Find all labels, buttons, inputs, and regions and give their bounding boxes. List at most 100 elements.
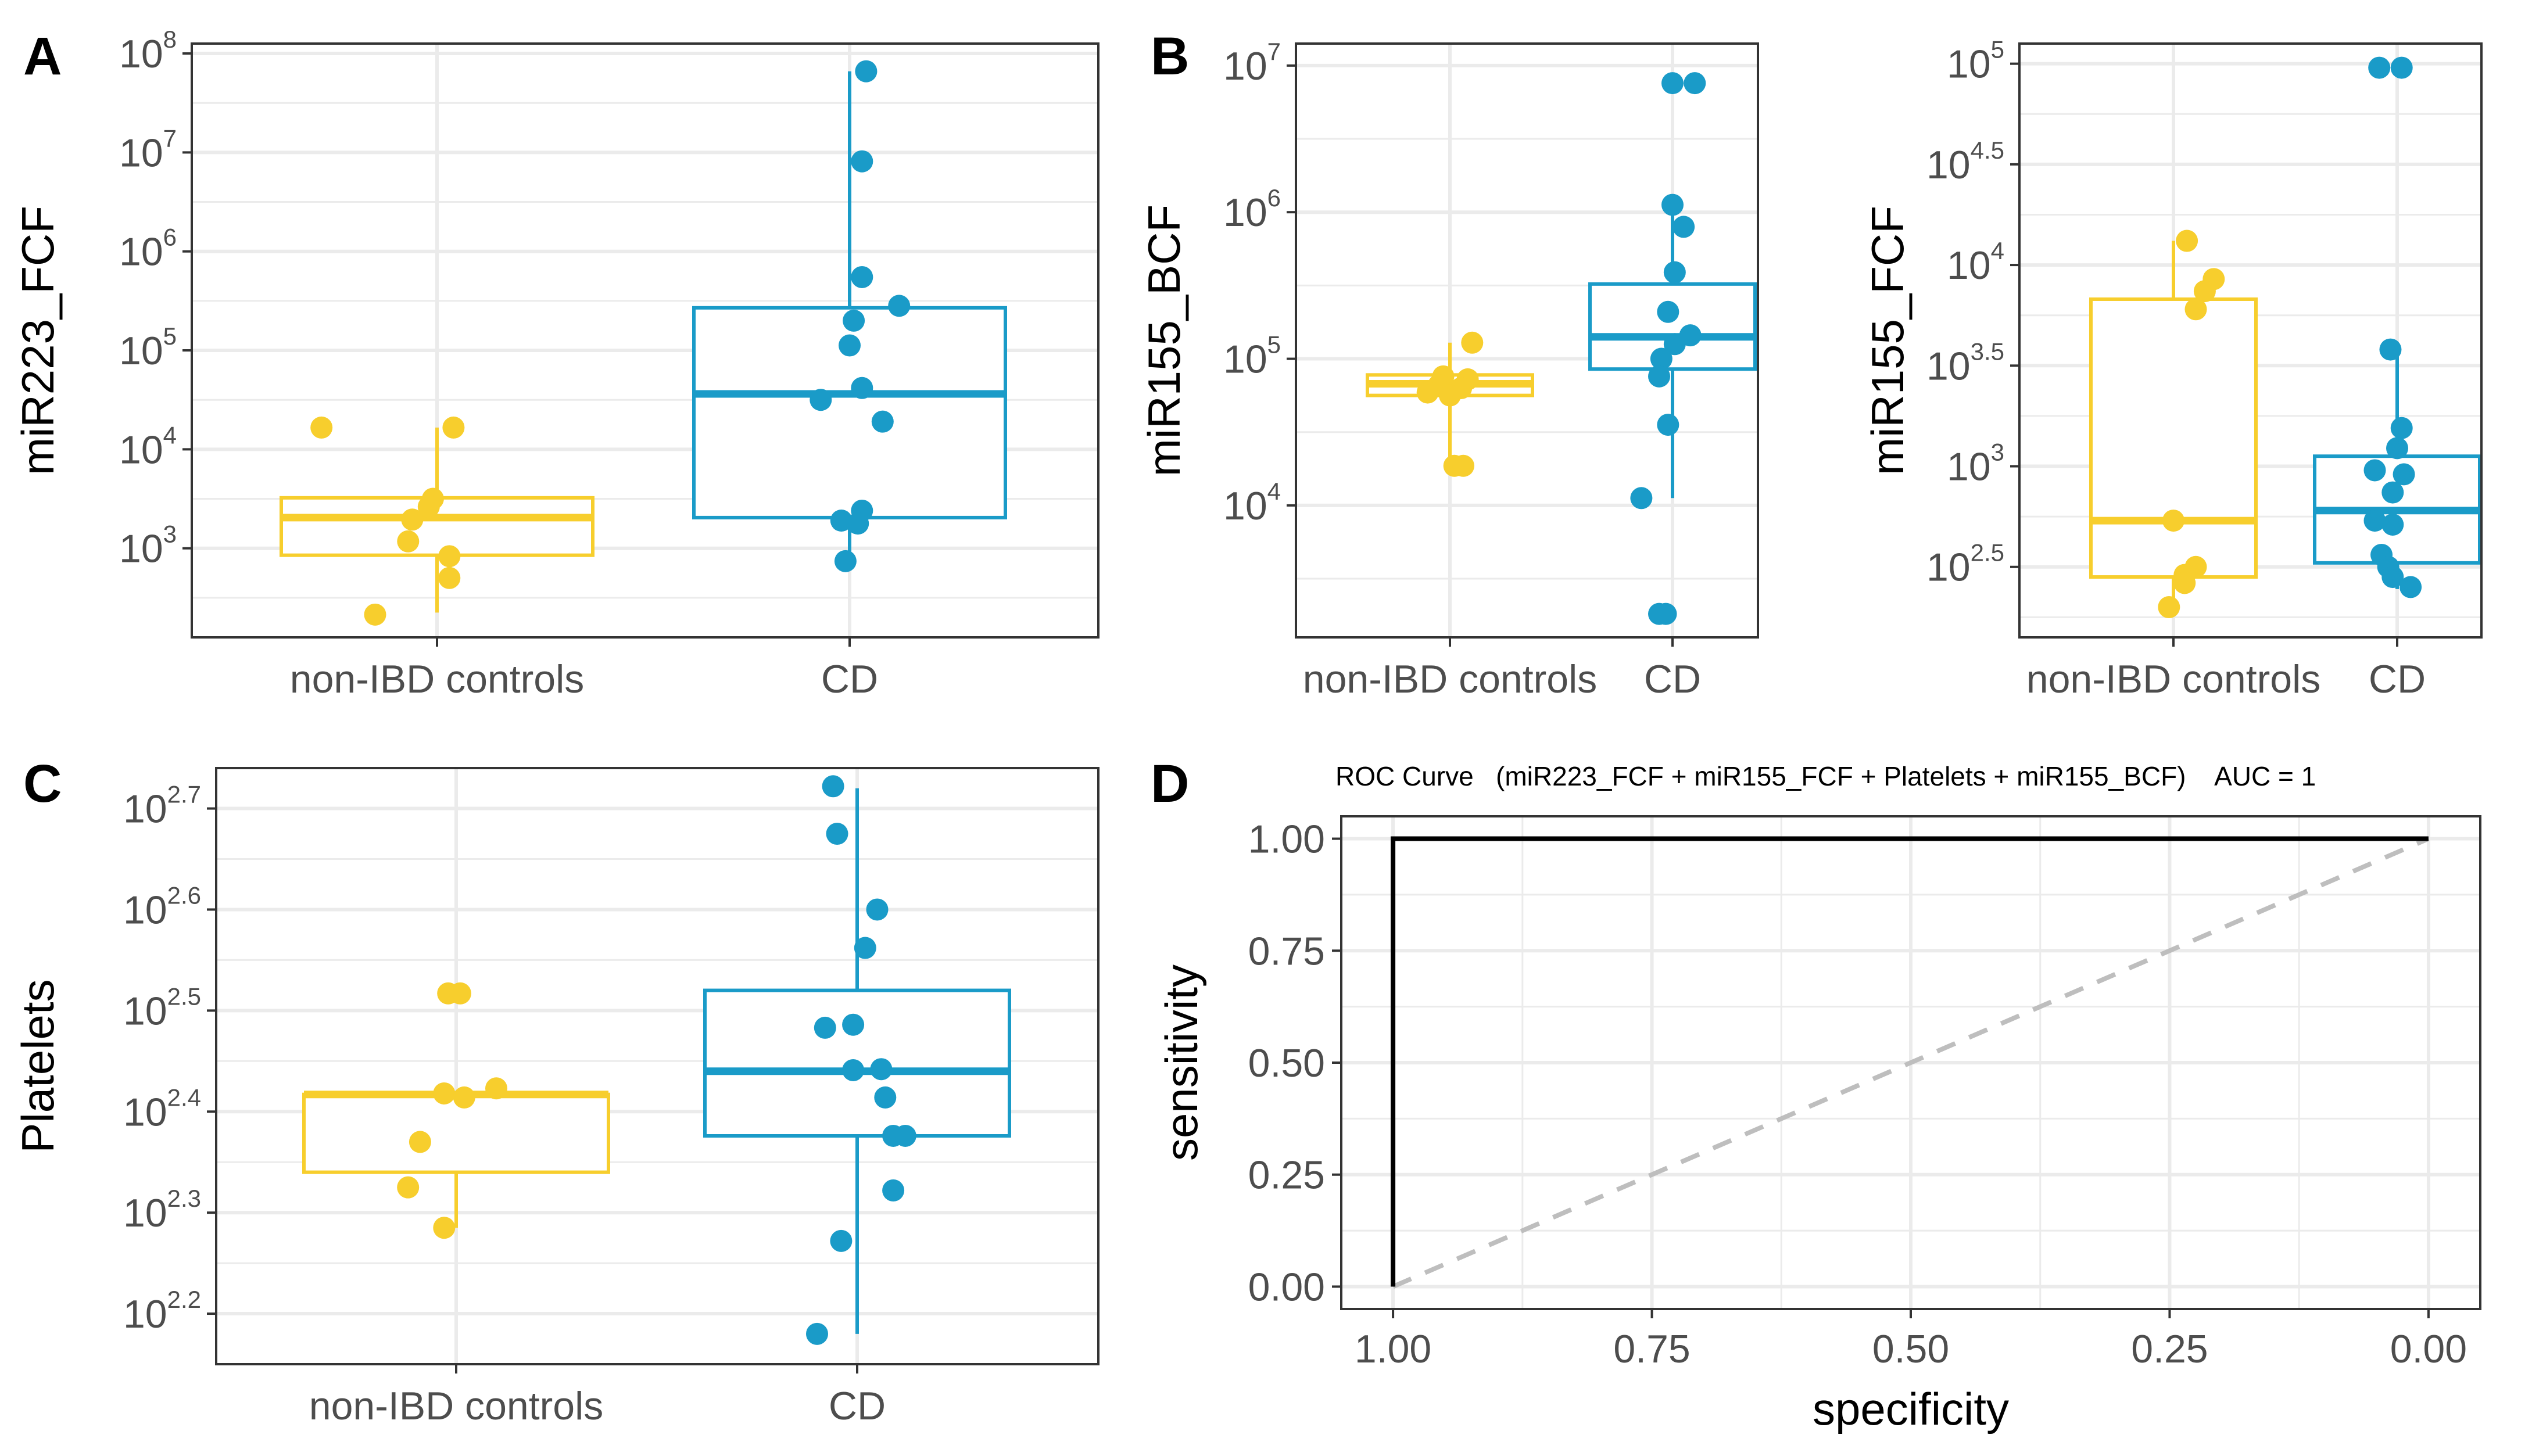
tick-exponent: 2.5 [1971,539,2004,566]
data-point-control [397,530,420,553]
data-point-cd [810,389,832,411]
tick-exponent: 3 [163,521,177,548]
data-point-control [2158,596,2180,619]
y-tick-label: 103.5 [1926,338,2004,388]
panel-label-d: D [1151,754,1189,813]
tick-base: 10 [1223,338,1267,382]
panel-label-b: B [1151,27,1189,86]
y-tick-label: 102.6 [123,881,201,932]
tick-exponent: 2.2 [167,1286,201,1313]
tick-base: 10 [119,32,163,76]
data-point-cd [894,1124,916,1147]
x-tick-label: 1.00 [1355,1327,1431,1371]
tick-exponent: 8 [163,26,177,53]
tick-base: 10 [123,1191,167,1235]
tick-exponent: 3 [1991,439,2004,466]
data-point-cd [2390,56,2413,79]
y-tick-label: 107 [1223,38,1281,88]
data-point-control [364,603,386,626]
y-axis-title: miR155_BCF [1138,205,1190,476]
data-point-cd [2393,463,2415,486]
tick-exponent: 5 [1267,331,1281,358]
reference-diagonal-line [1392,836,2430,1289]
data-point-control [1416,381,1439,404]
y-tick-label: 103 [119,521,177,571]
data-point-cd [871,410,894,433]
data-point-control [433,1217,456,1239]
data-point-cd [855,60,878,83]
panel-label-c: C [23,754,62,813]
tick-base: 10 [1947,445,1991,489]
y-tick-label: 0.00 [1248,1265,1325,1309]
box-cd [1588,282,1757,371]
tick-base: 10 [1223,44,1267,88]
box-non-ibd-controls [2089,297,2258,579]
data-point-cd [1663,261,1686,284]
plot-frame [2018,42,2483,639]
data-point-control [438,566,461,589]
data-point-control [433,1082,456,1104]
tick-base: 10 [1926,143,1971,187]
data-point-cd [851,150,873,173]
data-point-cd [1684,72,1706,95]
plot-frame [1295,42,1759,639]
tick-exponent: 7 [1267,38,1281,65]
data-point-cd [842,1013,865,1036]
y-tick-label: 103 [1947,439,2004,489]
y-tick-label: 104 [1947,237,2004,288]
y-axis-title: Platelets [12,979,63,1153]
tick-base: 10 [1947,42,1991,87]
tick-base: 10 [119,131,163,175]
tick-base: 10 [123,989,167,1033]
data-point-control [409,1131,431,1153]
box-non-ibd-controls [302,1092,610,1174]
x-tick-label: 0.00 [2390,1327,2467,1371]
data-point-cd [1650,347,1673,370]
data-point-control [2173,572,2196,594]
tick-exponent: 6 [163,224,177,251]
data-point-cd [1663,333,1686,356]
data-point-cd [2368,56,2391,79]
y-axis-title: miR155_FCF [1862,206,1913,475]
roc-chart-title: ROC Curve (miR223_FCF + miR155_FCF + Pla… [1335,761,2316,791]
data-point-cd [834,550,857,572]
tick-exponent: 2.7 [167,781,201,808]
x-tick-label: non-IBD controls [290,657,584,701]
data-point-control [449,982,471,1005]
data-point-control [1452,454,1474,477]
data-point-cd [842,1059,865,1081]
x-tick-label: CD [1644,657,1701,701]
y-tick-label: 106 [119,224,177,274]
data-point-cd [814,1016,836,1039]
data-point-cd [1657,300,1679,323]
data-point-cd [874,1086,897,1109]
tick-base: 10 [119,329,163,373]
data-point-cd [870,1058,893,1081]
data-point-cd [847,512,869,535]
data-point-cd [1657,414,1679,436]
roc-curve-line [1391,836,2429,1287]
data-point-cd [1648,365,1671,388]
y-tick-label: 104.5 [1926,137,2004,187]
data-point-cd [888,295,911,317]
data-point-control [2162,510,2184,532]
tick-exponent: 5 [163,322,177,350]
data-point-control [2184,298,2207,321]
data-point-cd [806,1322,828,1345]
data-point-control [1439,384,1461,407]
tick-base: 10 [123,888,167,932]
data-point-control [397,1176,420,1199]
data-point-cd [822,775,844,798]
data-point-cd [2381,481,2404,504]
tick-base: 10 [123,787,167,831]
data-point-cd [839,334,861,357]
data-point-cd [882,1179,905,1202]
data-point-cd [1654,603,1677,625]
data-point-cd [1673,216,1695,238]
data-point-cd [2386,437,2408,460]
x-tick-label: non-IBD controls [1303,657,1597,701]
tick-base: 10 [1223,484,1267,528]
data-point-cd [843,309,865,332]
